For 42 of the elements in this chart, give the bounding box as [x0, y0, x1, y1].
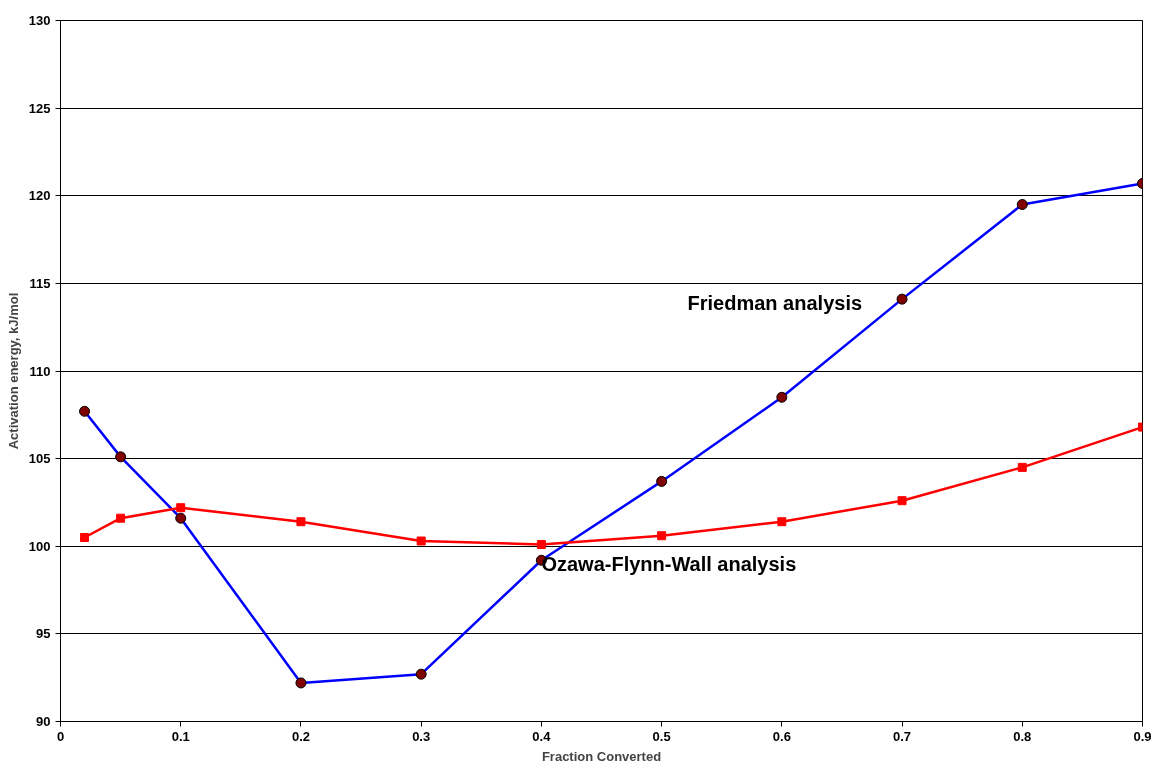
point [79, 405, 91, 417]
x-tick-label: 0.3 [412, 728, 431, 744]
point [1017, 462, 1027, 472]
point [176, 503, 186, 513]
x-tick-label: 0.7 [893, 728, 912, 744]
point [897, 496, 907, 506]
point [116, 513, 126, 523]
x-tick-label: 0.5 [652, 728, 671, 744]
x-tick-label: 0.9 [1133, 728, 1152, 744]
point [415, 668, 427, 680]
point [776, 391, 788, 403]
x-tick-label: 0.2 [291, 728, 310, 744]
y-tick-label: 110 [29, 363, 51, 379]
x-tick-label: 0.6 [772, 728, 791, 744]
y-tick-label: 125 [28, 100, 51, 116]
point [296, 517, 306, 527]
point [656, 475, 668, 487]
x-tick-label: 0 [56, 728, 65, 744]
point [416, 536, 426, 546]
y-tick-label: 105 [28, 451, 51, 467]
y-axis-title: Activation energy, kJ/mol [5, 292, 21, 450]
series-label: Friedman analysis [687, 292, 863, 315]
x-tick-label: 0.1 [171, 728, 190, 744]
y-tick-label: 115 [29, 275, 51, 291]
point [1016, 199, 1028, 210]
series-label: Ozawa-Flynn-Wall analysis [541, 553, 797, 576]
x-tick-label: 0.8 [1013, 728, 1032, 744]
point [115, 451, 127, 463]
point [777, 517, 787, 527]
y-tick-label: 90 [36, 714, 51, 729]
y-tick-label: 120 [28, 188, 51, 204]
point [657, 531, 667, 541]
x-tick-label: 0.4 [532, 728, 552, 744]
x-axis-title: Fraction Converted [541, 748, 662, 764]
point [80, 532, 90, 542]
point [896, 293, 908, 305]
point [295, 677, 307, 689]
point [175, 512, 187, 524]
y-tick-label: 95 [36, 626, 51, 642]
y-tick-label: 130 [28, 13, 51, 28]
point [536, 540, 546, 549]
y-tick-label: 100 [28, 538, 51, 554]
